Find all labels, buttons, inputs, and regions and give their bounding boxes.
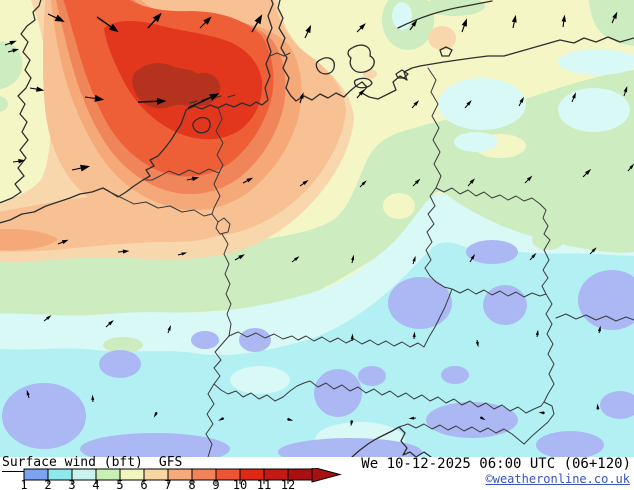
svg-text:11: 11: [257, 478, 271, 490]
model-name: GFS: [158, 455, 183, 470]
svg-text:5: 5: [116, 478, 123, 490]
svg-text:4: 4: [92, 478, 99, 490]
wind-arrow-layer: [4, 11, 634, 427]
coastlines: [0, 0, 634, 457]
copyright-link[interactable]: ©weatheronline.co.uk: [485, 472, 631, 486]
svg-text:12: 12: [281, 478, 295, 490]
weather-map: [0, 0, 634, 457]
legend-title: Surface wind (bft): [2, 455, 143, 470]
svg-text:9: 9: [212, 478, 219, 490]
forecast-datetime: We 10-12-2025 06:00 UTC (06+120): [361, 456, 631, 472]
country-borders: [109, 52, 634, 457]
svg-text:1: 1: [20, 478, 27, 490]
svg-text:2: 2: [44, 478, 51, 490]
wind-speed-legend: 1 2 3 4 5 6 7 8 9 10 11 12: [20, 468, 342, 490]
svg-text:3: 3: [68, 478, 75, 490]
svg-text:7: 7: [164, 478, 171, 490]
wind-speed-fill-layer: [0, 0, 634, 457]
legend-color-scale: 1 2 3 4 5 6 7 8 9 10 11 12: [20, 468, 342, 490]
svg-text:10: 10: [233, 478, 247, 490]
svg-text:6: 6: [140, 478, 147, 490]
svg-text:8: 8: [188, 478, 195, 490]
